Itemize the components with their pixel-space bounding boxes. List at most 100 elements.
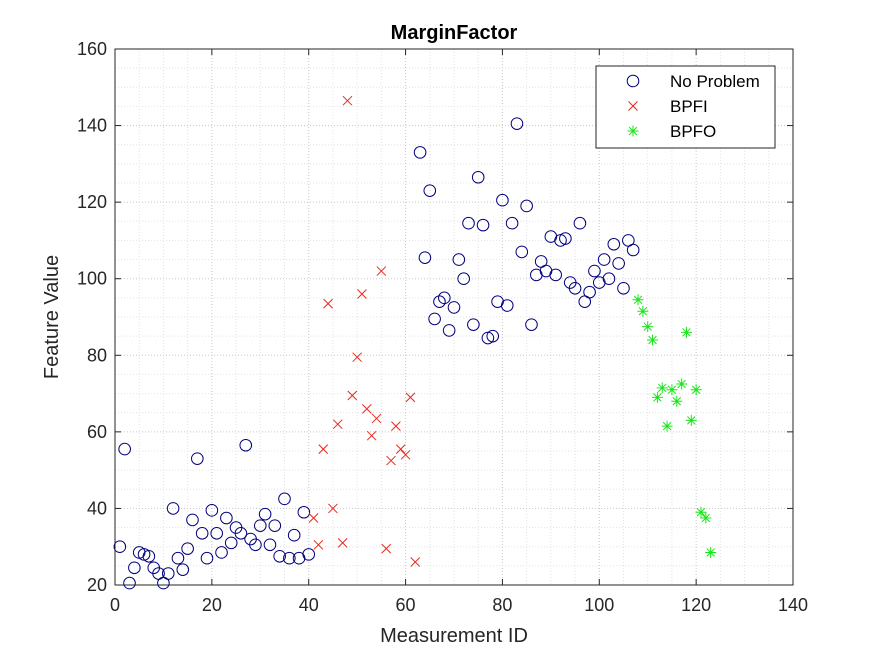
data-point <box>695 506 707 518</box>
y-tick-label: 160 <box>77 39 107 59</box>
data-point <box>128 561 141 575</box>
legend-marker <box>627 125 639 137</box>
data-point <box>361 404 372 414</box>
data-point <box>700 512 712 524</box>
data-point <box>510 117 524 130</box>
data-point <box>617 281 630 295</box>
legend-entry: No Problem <box>626 72 760 91</box>
data-point <box>268 519 282 532</box>
data-point <box>661 420 673 432</box>
data-point <box>647 334 659 346</box>
data-point <box>573 216 587 230</box>
legend-marker <box>626 74 640 88</box>
data-point <box>467 318 480 331</box>
data-point <box>371 413 382 424</box>
y-tick-label: 100 <box>77 269 107 289</box>
data-point <box>249 538 262 552</box>
data-point <box>381 543 392 554</box>
x-tick-label: 80 <box>492 595 512 615</box>
y-tick-label: 20 <box>87 575 107 595</box>
data-point <box>500 299 514 312</box>
data-point <box>263 538 277 552</box>
data-point <box>352 352 362 363</box>
data-point <box>205 504 219 517</box>
legend-label: BPFI <box>670 97 708 116</box>
data-point <box>656 382 668 394</box>
data-point <box>171 551 185 565</box>
data-point <box>690 384 702 396</box>
data-point <box>161 567 175 580</box>
y-tick-label: 120 <box>77 192 107 212</box>
data-point <box>476 218 490 232</box>
data-point <box>342 95 353 106</box>
data-point <box>258 507 272 521</box>
data-point <box>438 291 451 305</box>
data-point <box>520 199 533 213</box>
axes-box <box>114 48 794 586</box>
data-point <box>680 326 692 338</box>
data-point <box>376 266 387 276</box>
data-point <box>428 312 441 326</box>
data-point <box>525 318 538 331</box>
data-point <box>486 329 500 343</box>
data-point <box>602 272 616 286</box>
series-bpfo <box>632 294 717 558</box>
data-point <box>568 281 582 295</box>
data-point <box>642 321 654 333</box>
data-point <box>302 548 316 561</box>
data-point <box>253 519 267 532</box>
data-point <box>395 444 406 454</box>
data-point <box>471 170 485 184</box>
data-point <box>357 289 367 299</box>
legend-marker <box>628 101 638 111</box>
legend-entries: No Problem BPFI BPFO <box>626 72 760 141</box>
legend-label: No Problem <box>670 72 760 91</box>
series-no-problem <box>113 117 640 590</box>
data-point <box>337 538 348 548</box>
data-point <box>442 324 456 337</box>
data-point <box>239 438 253 452</box>
data-point <box>676 378 688 390</box>
data-point <box>423 184 437 197</box>
data-point <box>685 414 697 426</box>
data-point <box>278 492 291 506</box>
data-point <box>142 549 156 563</box>
data-point <box>224 536 238 550</box>
data-point <box>612 257 625 270</box>
x-tick-label: 60 <box>396 595 416 615</box>
data-point <box>215 546 228 559</box>
data-point <box>447 301 461 314</box>
legend-box <box>595 65 776 149</box>
data-point <box>705 546 717 558</box>
data-point <box>549 268 563 282</box>
y-tick-label: 60 <box>87 422 107 442</box>
data-point <box>347 390 358 401</box>
y-tick-label: 80 <box>87 345 107 365</box>
data-point <box>210 527 223 540</box>
data-point <box>505 216 519 230</box>
data-point <box>671 395 683 407</box>
legend-entry: BPFO <box>627 122 716 141</box>
x-tick-label: 100 <box>584 595 614 615</box>
data-point <box>287 528 301 542</box>
data-point <box>113 540 127 554</box>
data-point <box>386 455 396 466</box>
data-point <box>632 294 644 306</box>
data-point <box>452 253 466 266</box>
data-point <box>118 442 131 456</box>
data-point <box>234 527 248 540</box>
data-markers <box>113 95 717 590</box>
data-point <box>666 384 678 396</box>
data-point <box>626 243 640 257</box>
x-tick-label: 120 <box>681 595 711 615</box>
y-tick-label: 140 <box>77 116 107 136</box>
data-point <box>166 502 180 515</box>
data-point <box>400 449 411 460</box>
data-point <box>462 216 475 230</box>
data-point <box>332 419 343 430</box>
data-point <box>181 542 194 555</box>
data-point <box>410 557 421 567</box>
data-point <box>413 146 427 159</box>
